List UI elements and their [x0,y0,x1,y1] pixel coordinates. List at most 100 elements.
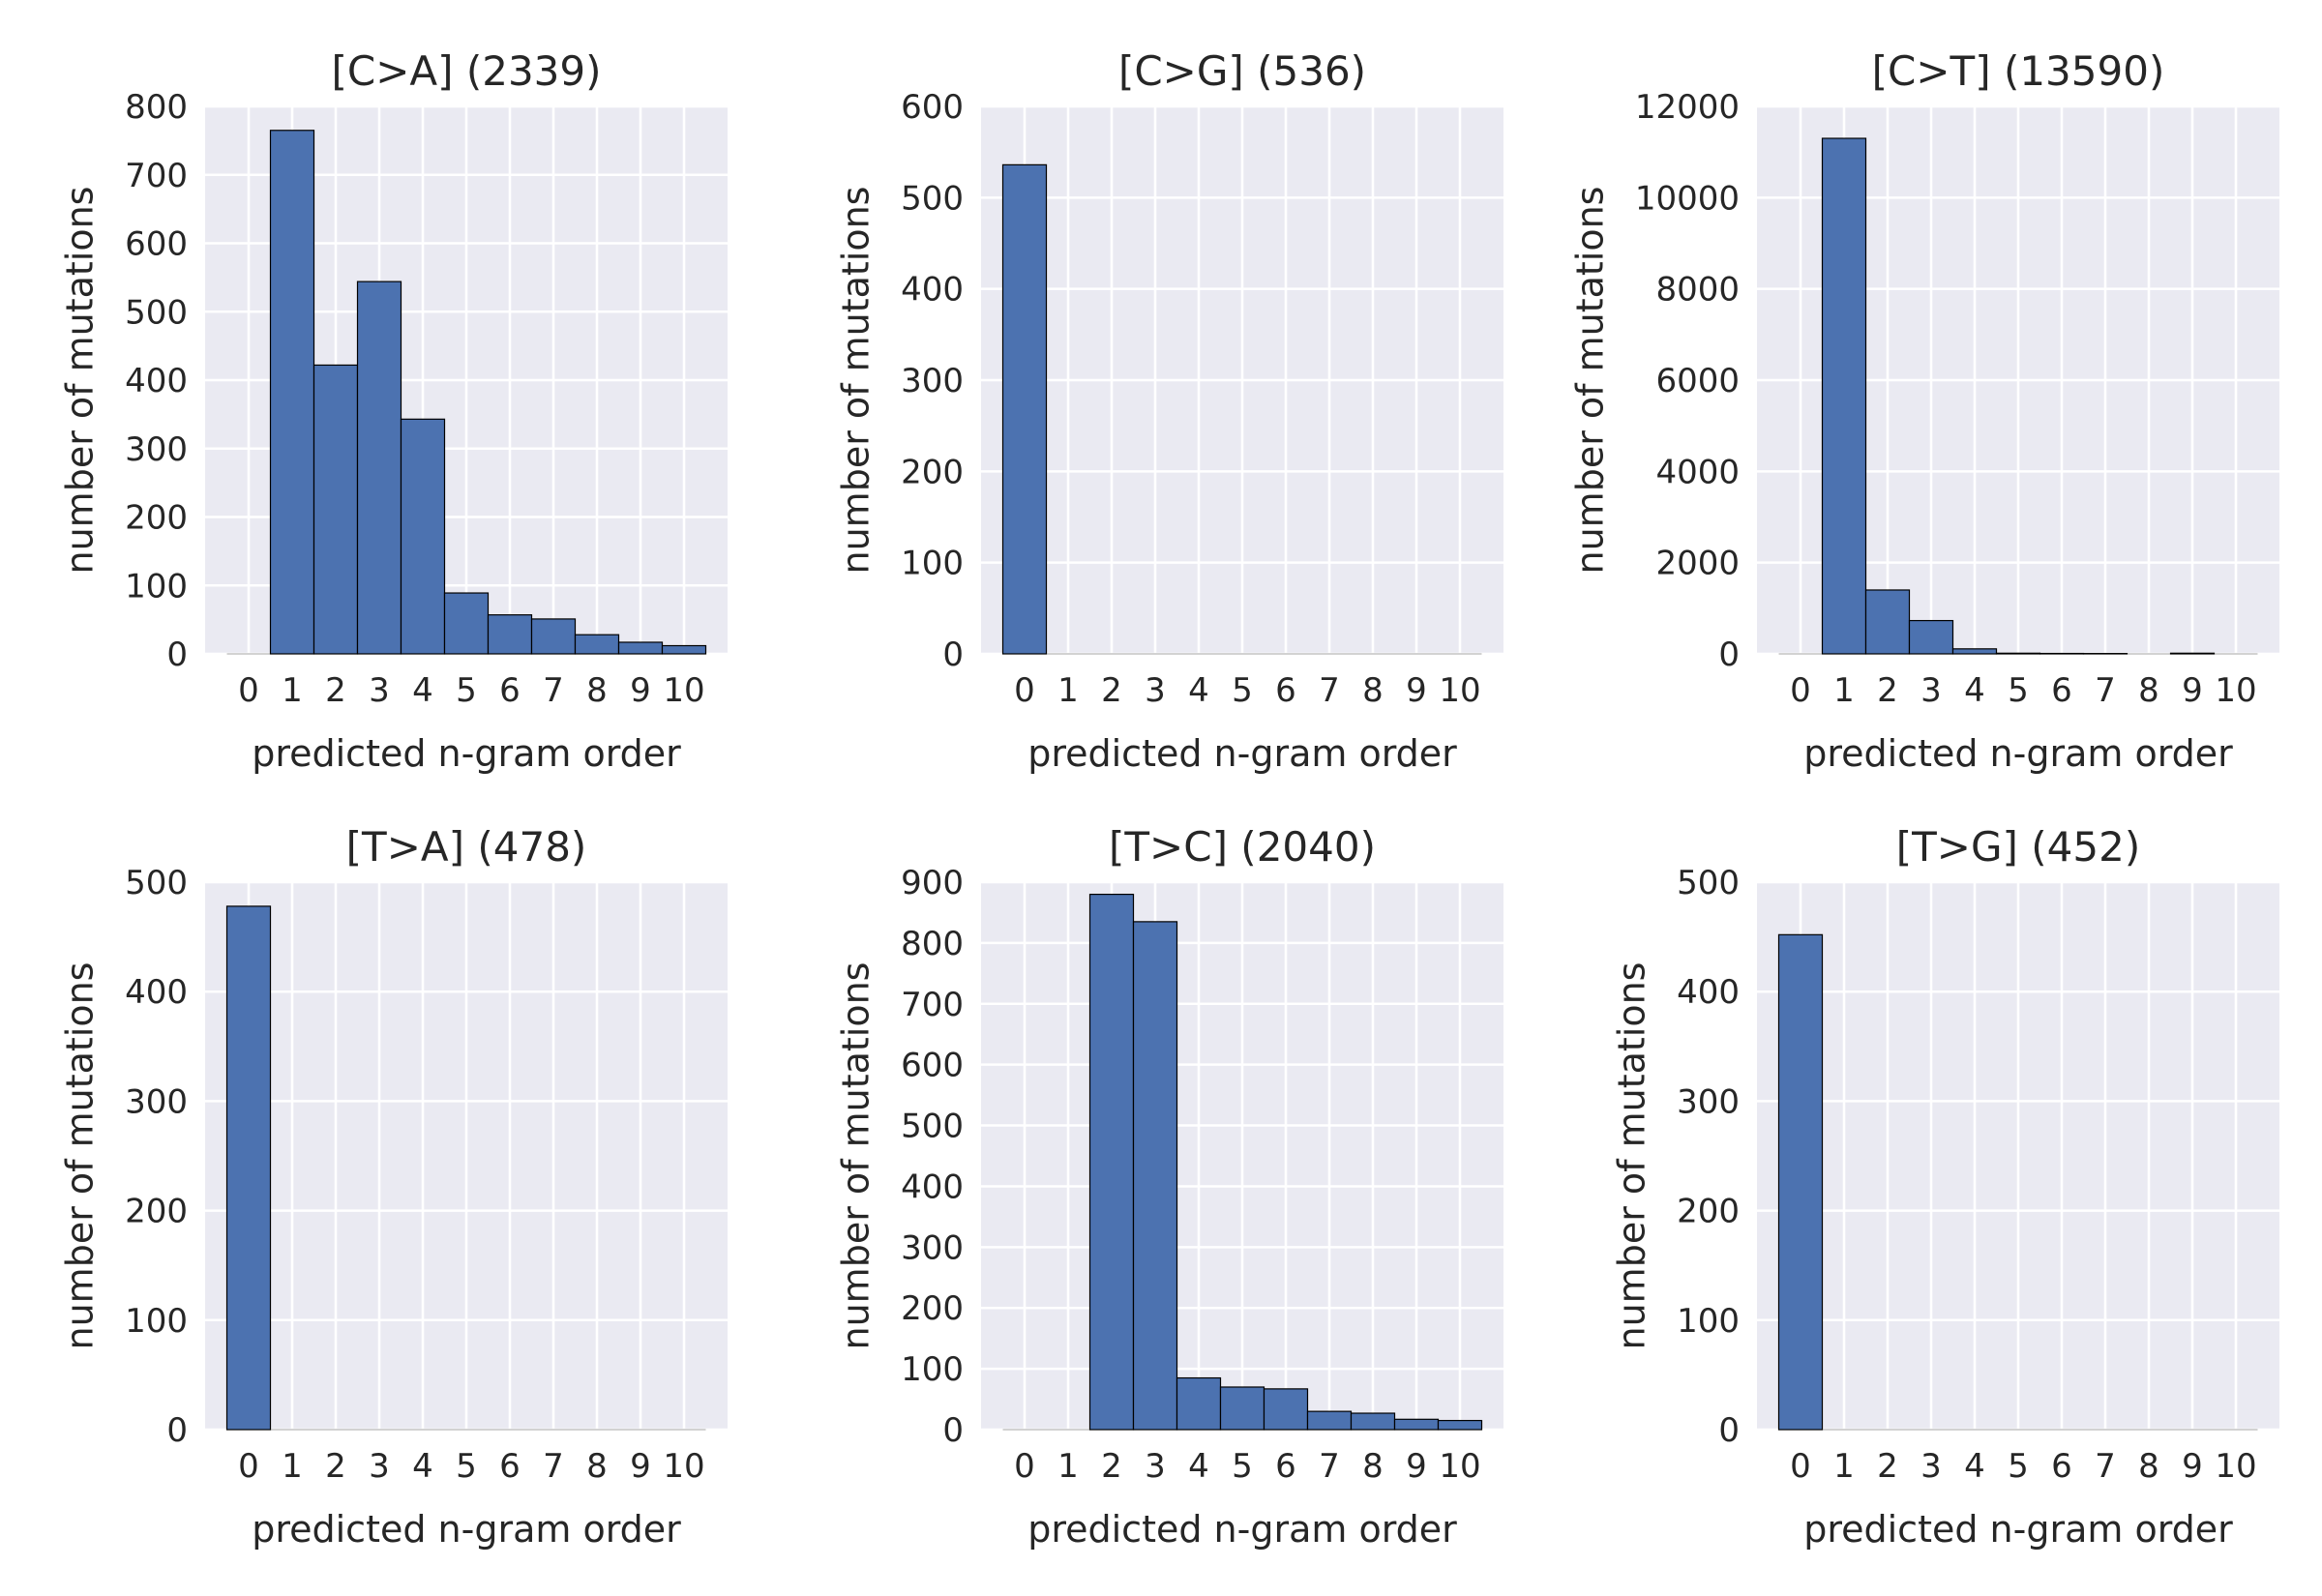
y-tick-label: 700 [901,986,964,1024]
x-tick-label: 6 [2051,671,2072,710]
bar-2 [1088,893,1135,1431]
x-tick-label: 1 [1057,1447,1079,1486]
y-tick-label: 200 [125,499,188,538]
x-tick-label: 8 [1362,1447,1384,1486]
y-tick-label: 400 [125,362,188,400]
bar-5 [1219,1386,1265,1431]
bar-9 [1393,1418,1440,1431]
y-tick-label: 0 [1718,1411,1740,1450]
bar-3 [1132,921,1178,1431]
x-tick-label: 6 [2051,1447,2072,1486]
y-tick-label: 200 [1677,1193,1740,1231]
bar-5 [443,592,490,655]
x-tick-label: 5 [1232,1447,1253,1486]
x-tick-label: 6 [499,1447,521,1486]
bar-0 [225,905,272,1431]
subplot-title: [C>G] (536) [1118,47,1366,95]
subplot-title: [C>A] (2339) [331,47,601,95]
bar-10 [661,644,707,655]
x-axis-label: predicted n-gram order [252,732,681,775]
y-axis-label: number of mutations [1569,187,1612,575]
x-tick-label: 2 [1101,671,1122,710]
y-tick-label: 500 [125,293,188,332]
y-tick-label: 200 [125,1193,188,1231]
subplot-5: 0 1 2 3 4 5 6 7 8 9 100100200300400500600700800900… [835,823,1503,1551]
y-tick-label: 100 [1677,1302,1740,1341]
y-tick-label: 12000 [1635,88,1740,127]
x-tick-label: 7 [1319,1447,1340,1486]
y-tick-label: 300 [1677,1082,1740,1121]
y-tick-label: 400 [901,1167,964,1206]
bar-3 [356,281,402,655]
x-tick-label: 4 [1188,671,1209,710]
x-tick-label: 6 [499,671,521,710]
bar-9 [2169,652,2216,655]
x-tick-label: 0 [238,671,259,710]
x-tick-label: 3 [1920,671,1942,710]
y-tick-label: 0 [942,635,964,674]
x-tick-label: 2 [1877,1447,1898,1486]
bar-10 [1437,1419,1483,1431]
subplot-3: 0 1 2 3 4 5 6 7 8 9 10020004000600080001000012000[… [1569,47,2279,775]
y-tick-label: 100 [125,1302,188,1341]
x-tick-label: 1 [1833,671,1855,710]
x-tick-label: 10 [1439,671,1480,710]
y-tick-label: 200 [901,1289,964,1328]
x-tick-label: 8 [2138,1447,2159,1486]
y-axis-label: number of mutations [835,187,878,575]
bar-0 [1777,933,1824,1431]
bar-6 [1263,1388,1309,1431]
x-tick-label: 2 [325,671,346,710]
x-axis-label: predicted n-gram order [1803,1508,2233,1551]
bar-4 [400,418,446,655]
x-tick-label: 5 [2008,1447,2029,1486]
y-tick-label: 800 [125,88,188,127]
x-axis-label: predicted n-gram order [1027,1508,1457,1551]
x-tick-label: 4 [412,1447,433,1486]
x-tick-label: 10 [663,671,704,710]
y-tick-label: 100 [901,545,964,583]
y-tick-label: 200 [901,453,964,491]
y-tick-label: 500 [1677,864,1740,902]
x-tick-label: 2 [1877,671,1898,710]
x-tick-label: 7 [543,1447,564,1486]
x-tick-label: 9 [630,671,651,710]
y-tick-label: 500 [901,1108,964,1146]
y-tick-label: 900 [901,864,964,902]
y-tick-label: 700 [125,157,188,195]
y-tick-label: 600 [901,88,964,127]
y-tick-label: 500 [901,179,964,218]
y-tick-label: 600 [901,1047,964,1085]
x-tick-label: 3 [369,1447,390,1486]
x-axis-label: predicted n-gram order [1027,732,1457,775]
x-tick-label: 9 [2182,671,2203,710]
y-axis-label: number of mutations [59,187,102,575]
x-tick-label: 6 [1275,1447,1296,1486]
bar-0 [1001,163,1048,655]
y-tick-label: 400 [901,271,964,310]
subplot-1: 0 1 2 3 4 5 6 7 8 9 100100200300400500600700800[C>… [59,47,728,775]
y-tick-label: 800 [901,925,964,963]
x-tick-label: 9 [630,1447,651,1486]
x-tick-label: 7 [1319,671,1340,710]
x-tick-label: 0 [238,1447,259,1486]
x-tick-label: 0 [1790,671,1811,710]
subplot-title: [T>G] (452) [1896,823,2140,871]
x-tick-label: 4 [1964,1447,1985,1486]
x-tick-label: 5 [456,1447,477,1486]
y-tick-label: 10000 [1635,179,1740,218]
y-axis-label: number of mutations [1611,962,1653,1350]
y-tick-label: 400 [1677,973,1740,1012]
x-axis-label: predicted n-gram order [1803,732,2233,775]
x-tick-label: 4 [412,671,433,710]
y-tick-label: 2000 [1655,545,1740,583]
bar-3 [1908,619,1954,655]
x-tick-label: 10 [1439,1447,1480,1486]
x-tick-label: 1 [1057,671,1079,710]
subplot-title: [T>A] (478) [346,823,587,871]
x-tick-label: 7 [2095,671,2116,710]
bar-8 [574,634,620,655]
x-tick-label: 5 [2008,671,2029,710]
